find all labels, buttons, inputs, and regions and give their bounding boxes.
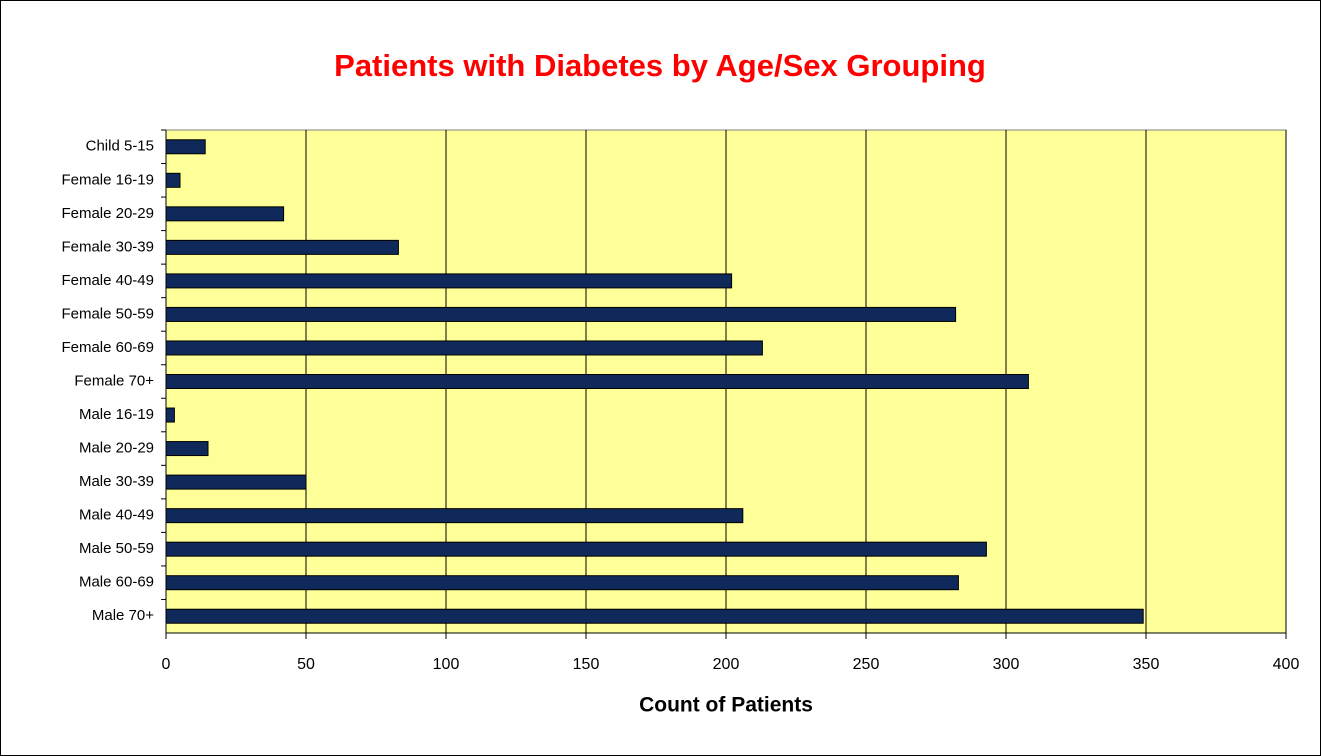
bar — [165, 172, 181, 188]
bar — [165, 306, 957, 322]
bar — [165, 474, 307, 490]
x-tick-label: 0 — [162, 656, 171, 673]
y-tick-label: Female 40-49 — [61, 272, 154, 289]
y-tick-label: Male 60-69 — [79, 574, 154, 591]
y-tick-label: Female 20-29 — [61, 205, 154, 222]
bar — [165, 575, 959, 591]
y-tick-label: Female 70+ — [74, 372, 154, 389]
bar — [165, 608, 1144, 624]
bar — [165, 374, 1029, 389]
x-tick-label: 300 — [993, 656, 1020, 673]
y-tick-label: Male 30-39 — [79, 473, 154, 490]
y-tick-label: Female 60-69 — [61, 339, 154, 356]
y-tick-label: Male 70+ — [92, 607, 154, 624]
x-tick-label: 150 — [573, 656, 600, 673]
bar — [165, 541, 987, 557]
y-tick-label: Child 5-15 — [86, 138, 154, 155]
bar — [165, 407, 175, 423]
y-tick-label: Male 16-19 — [79, 406, 154, 423]
bar — [165, 239, 399, 255]
chart-title: Patients with Diabetes by Age/Sex Groupi… — [334, 48, 986, 83]
bar — [165, 139, 206, 155]
x-tick-label: 250 — [853, 656, 880, 673]
y-tick-label: Male 40-49 — [79, 507, 154, 524]
bar — [165, 206, 285, 222]
y-tick-label: Male 50-59 — [79, 540, 154, 557]
bar — [165, 340, 763, 356]
x-tick-label: 50 — [297, 656, 315, 673]
x-tick-label: 200 — [713, 656, 740, 673]
x-tick-label: 350 — [1133, 656, 1160, 673]
x-axis-label: Count of Patients — [639, 694, 813, 717]
x-tick-label: 400 — [1273, 656, 1300, 673]
y-tick-label: Female 16-19 — [61, 171, 154, 188]
x-tick-label: 100 — [433, 656, 460, 673]
y-tick-label: Female 50-59 — [61, 305, 154, 322]
bar — [165, 508, 744, 524]
y-tick-label: Male 20-29 — [79, 440, 154, 457]
bar — [165, 273, 733, 289]
y-tick-label: Female 30-39 — [61, 238, 154, 255]
bar — [165, 441, 209, 457]
